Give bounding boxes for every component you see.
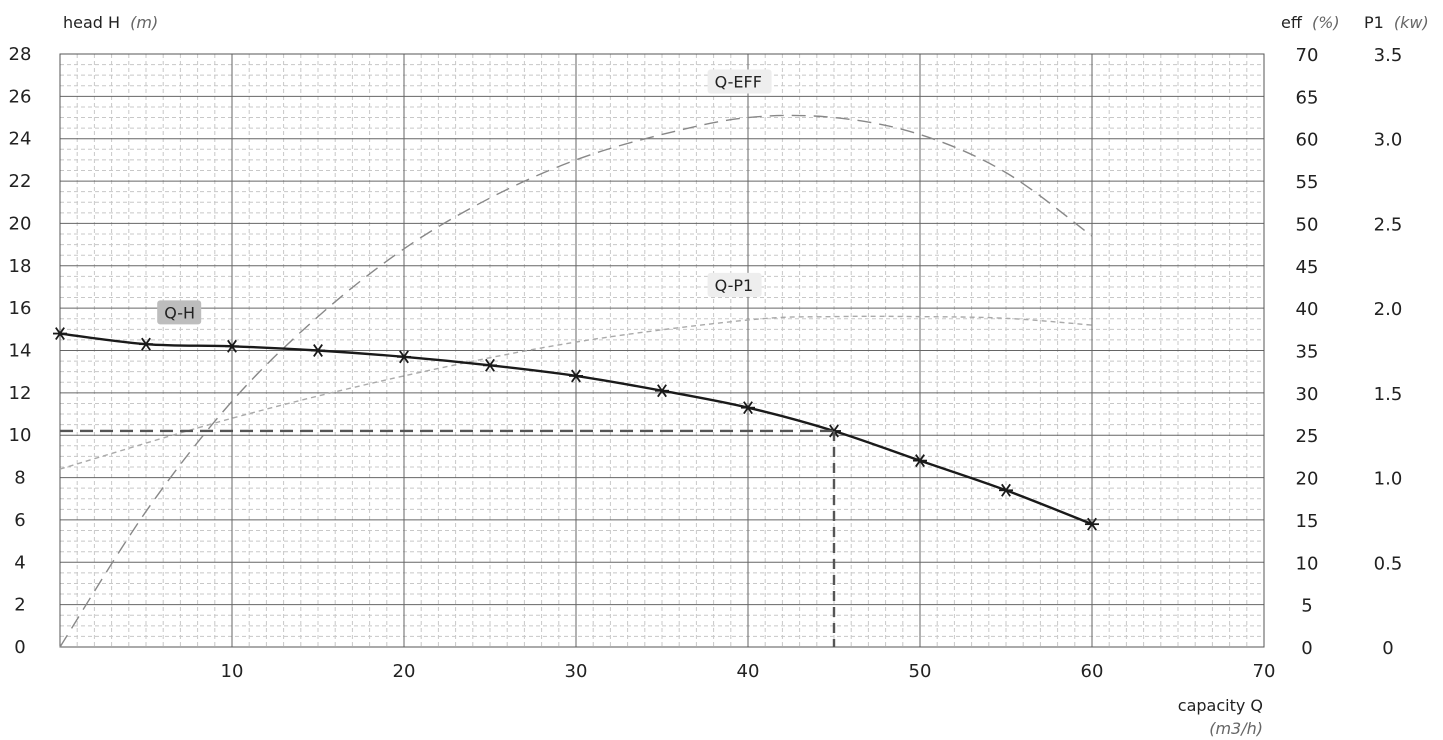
- eff-tick-label: 45: [1296, 257, 1319, 278]
- y-tick-label: 16: [9, 298, 32, 319]
- eff-tick-label: 40: [1296, 299, 1319, 320]
- eff-tick-label: 10: [1296, 553, 1319, 574]
- label-q-h-bg: [157, 300, 202, 325]
- eff-tick-label: 30: [1296, 384, 1319, 405]
- point-stroke: [227, 339, 237, 353]
- x-axis-label: capacity Q: [1178, 696, 1263, 715]
- series-q-eff-line: [59, 114, 1093, 648]
- p1-tick-label: 0.5: [1374, 553, 1403, 574]
- label-q-h: Q-H: [157, 300, 202, 325]
- series-q-h-point: [397, 350, 411, 364]
- y-axis-unit: (m): [130, 13, 158, 32]
- label-q-h-text: Q-H: [164, 303, 195, 322]
- p1-tick-label: 2.0: [1374, 299, 1403, 320]
- series-q-h-point: [913, 454, 927, 468]
- series-q-p1-line: [59, 315, 1093, 470]
- y-tick-label: 2: [14, 595, 25, 616]
- y-axis-label: head H: [63, 13, 120, 32]
- curve-labels: Q-H Q-EFF Q-P1: [157, 69, 772, 325]
- y-tick-label: 20: [9, 213, 32, 234]
- p1-tick-label: 3.0: [1374, 130, 1403, 151]
- y-tick-label: 6: [14, 510, 25, 531]
- x-tick-label: 60: [1081, 661, 1104, 682]
- series-q-h-point: [569, 369, 583, 383]
- series-q-h-point: [483, 358, 497, 372]
- eff-axis-unit: (%): [1312, 13, 1340, 32]
- chart-grid: [59, 53, 1265, 648]
- eff-tick-label: 15: [1296, 511, 1319, 532]
- y-tick-label: 10: [9, 425, 32, 446]
- x-tick-label: 50: [909, 661, 932, 682]
- y-tick-label: 22: [9, 171, 32, 192]
- series-q-h-point: [225, 339, 239, 353]
- x-tick-label: 70: [1253, 661, 1276, 682]
- point-stroke: [915, 454, 925, 468]
- x-tick-label: 40: [737, 661, 760, 682]
- x-tick-label: 20: [393, 661, 416, 682]
- p1-tick-label: 2.5: [1374, 214, 1403, 235]
- y-axis-title: head H (m): [63, 13, 158, 32]
- x-tick-label: 10: [221, 661, 244, 682]
- label-q-eff-bg: [707, 69, 772, 94]
- y-tick-label: 0: [14, 637, 25, 658]
- x-axis-unit: (m3/h): [1209, 719, 1263, 738]
- series-q-h-point: [53, 327, 67, 341]
- point-stroke: [743, 401, 753, 415]
- eff-tick-label: 50: [1296, 214, 1319, 235]
- eff-tick-label: 5: [1301, 596, 1312, 617]
- label-q-p1-bg: [707, 272, 762, 297]
- y-tick-label: 4: [14, 552, 25, 573]
- p1-tick-label: 1.0: [1374, 469, 1403, 490]
- eff-tick-label: 35: [1296, 342, 1319, 363]
- series-q-h-point: [311, 344, 325, 357]
- x-tick-label: 30: [565, 661, 588, 682]
- label-q-eff: Q-EFF: [707, 69, 772, 94]
- point-stroke: [55, 327, 65, 341]
- series-q-h-point: [1085, 517, 1099, 531]
- p1-tick-label: 0: [1382, 638, 1393, 659]
- series-q-h-point: [139, 337, 153, 351]
- y-tick-label: 24: [9, 129, 32, 150]
- series-q-h-point: [741, 401, 755, 415]
- point-stroke: [1001, 483, 1011, 497]
- p1-axis-unit: (kw): [1394, 13, 1429, 32]
- y-tick-label: 14: [9, 341, 32, 362]
- label-q-p1: Q-P1: [707, 272, 762, 297]
- p1-axis-title: P1 (kw): [1364, 13, 1429, 32]
- p1-tick-label: 3.5: [1374, 45, 1403, 66]
- y-tick-label: 8: [14, 468, 25, 489]
- p1-tick-label: 1.5: [1374, 384, 1403, 405]
- y-tick-label: 28: [9, 44, 32, 65]
- eff-tick-label: 55: [1296, 172, 1319, 193]
- eff-tick-label: 25: [1296, 426, 1319, 447]
- eff-tick-label: 0: [1301, 638, 1312, 659]
- plot-frame: [59, 53, 1265, 648]
- point-stroke: [313, 344, 323, 357]
- chart-axes: head H (m) eff (%) P1 (kw) capacity Q (m…: [63, 13, 1429, 738]
- point-stroke: [399, 350, 409, 364]
- y-tick-label: 12: [9, 383, 32, 404]
- point-stroke: [657, 384, 667, 398]
- eff-axis-label: eff: [1281, 13, 1303, 32]
- series-q-h-point: [655, 384, 669, 398]
- point-stroke: [141, 337, 151, 351]
- point-stroke: [571, 369, 581, 383]
- y-tick-label: 18: [9, 256, 32, 277]
- label-q-eff-text: Q-EFF: [715, 73, 762, 92]
- eff-tick-label: 60: [1296, 130, 1319, 151]
- p1-axis-label: P1: [1364, 13, 1384, 32]
- eff-tick-label: 20: [1296, 469, 1319, 490]
- eff-axis-title: eff (%): [1281, 13, 1340, 32]
- chart-series: [53, 114, 1099, 648]
- eff-tick-label: 65: [1296, 87, 1319, 108]
- series-q-h-point: [999, 483, 1013, 497]
- label-q-p1-text: Q-P1: [715, 276, 754, 295]
- point-stroke: [485, 358, 495, 372]
- point-stroke: [1087, 517, 1097, 531]
- eff-tick-label: 70: [1296, 45, 1319, 66]
- y-tick-label: 26: [9, 86, 32, 107]
